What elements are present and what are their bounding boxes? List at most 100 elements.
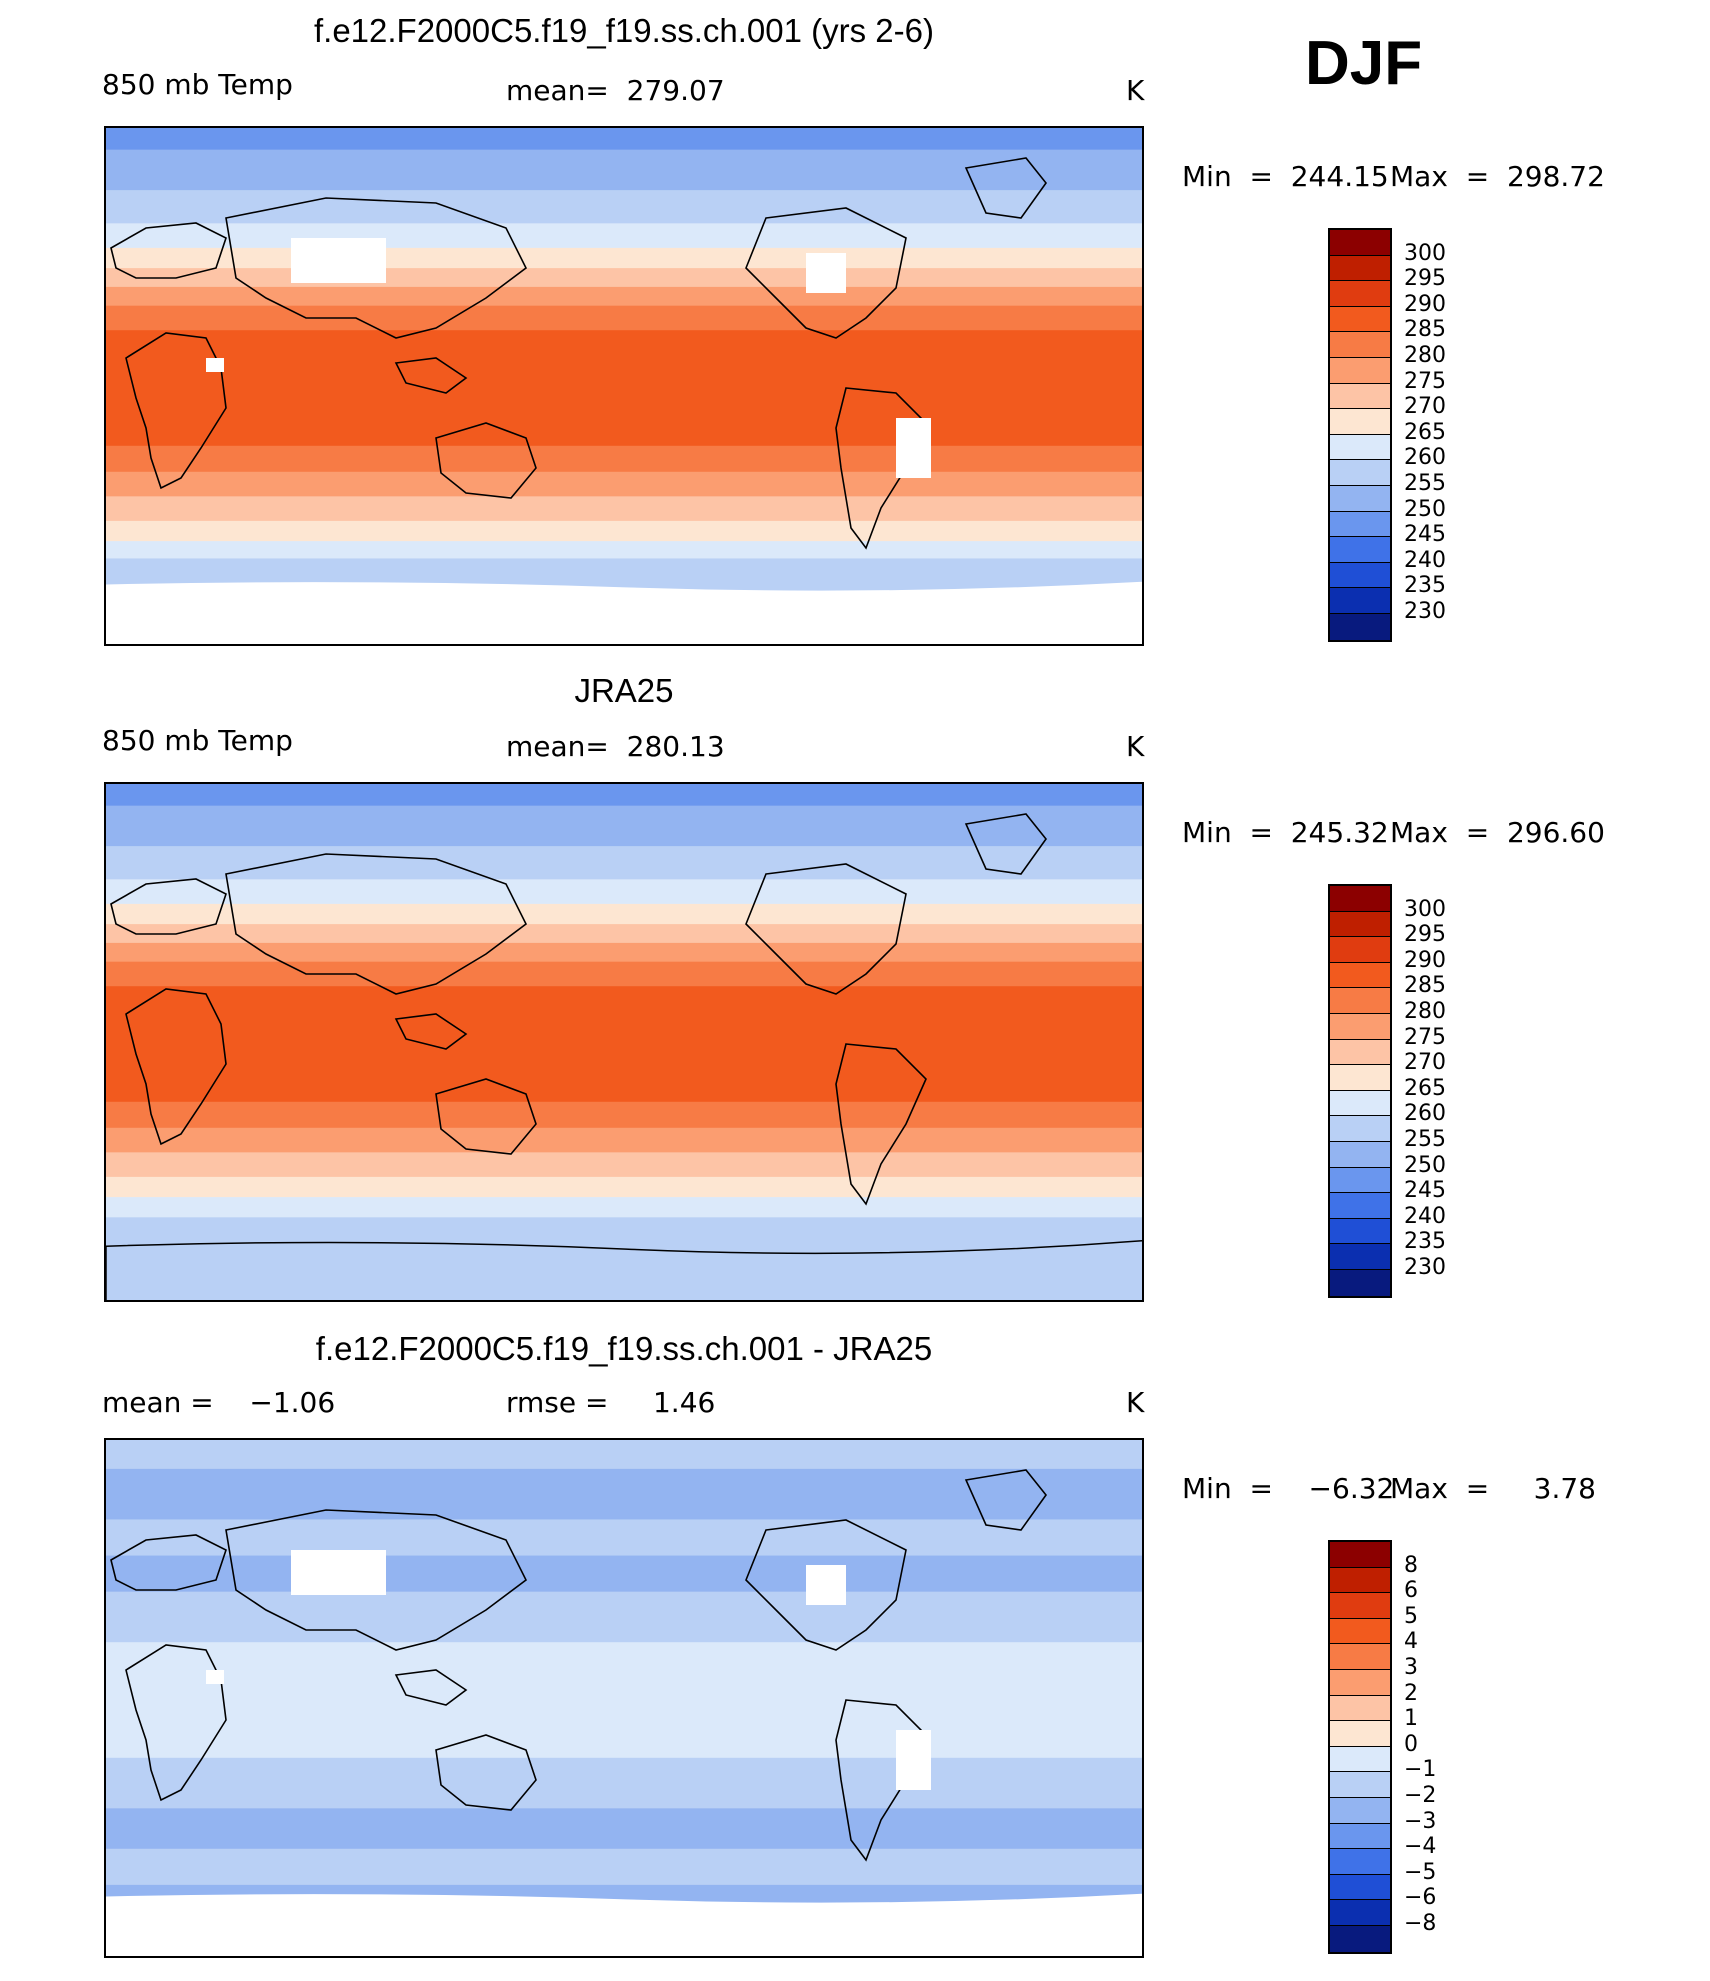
antarctica-missing-region (106, 581, 1142, 644)
colorbar-tick-label: 5 (1404, 1603, 1418, 1629)
colorbar-tick-label: 275 (1404, 368, 1446, 394)
colorbar-swatch (1330, 281, 1390, 307)
coastline-1 (110, 222, 227, 279)
field-band-lat-62 (106, 846, 1142, 880)
colorbar-swatch (1330, 1849, 1390, 1875)
colorbar-tick-label: 245 (1404, 522, 1446, 548)
field-band-lat-0 (106, 366, 1142, 411)
colorbar-swatch (1330, 1167, 1390, 1194)
colorbar-tick-label: 295 (1404, 266, 1446, 292)
colorbar-swatch (1330, 1823, 1390, 1850)
colorbar-swatch (1330, 230, 1390, 256)
coastline-0 (125, 988, 227, 1146)
colorbar-tick-label: 8 (1404, 1552, 1418, 1578)
coastline-4 (435, 422, 537, 499)
colorbar-tick-label: 285 (1404, 973, 1446, 999)
colorbar-swatch (1330, 1925, 1390, 1952)
panel1-colorbar (1328, 228, 1392, 642)
field-band-lat--58 (106, 1848, 1142, 1886)
colorbar-swatch (1330, 1141, 1390, 1168)
colorbar-tick-label: 230 (1404, 599, 1446, 624)
coastline-6 (835, 1043, 927, 1206)
field-band-lat--30 (106, 1757, 1142, 1809)
panel1-map (104, 126, 1144, 646)
colorbar-tick-label: 295 (1404, 922, 1446, 948)
panel3-units: K (1126, 1386, 1145, 1419)
field-band-lat-32 (106, 942, 1142, 963)
colorbar-swatch (1330, 306, 1390, 333)
field-band-lat-45 (106, 247, 1142, 269)
panel1-max-label: Max = 298.72 (1390, 160, 1605, 193)
colorbar-swatch (1330, 962, 1390, 989)
colorbar-tick-label: −4 (1404, 1834, 1437, 1860)
panel1-min-label: Min = 244.15 (1182, 160, 1389, 193)
coastline-6 (835, 1699, 927, 1862)
season-label: DJF (1305, 29, 1423, 98)
colorbar-tick-label: 1 (1404, 1706, 1418, 1732)
field-band-lat-38 (106, 268, 1142, 288)
field-band-lat--25 (106, 445, 1142, 473)
colorbar-tick-label: 260 (1404, 1101, 1446, 1127)
field-band-lat-90 (106, 128, 1142, 151)
colorbar-swatch (1330, 511, 1390, 538)
colorbar-tick-label: 6 (1404, 1578, 1418, 1604)
colorbar-tick-label: 3 (1404, 1655, 1418, 1680)
colorbar-swatch (1330, 886, 1390, 912)
colorbar-swatch (1330, 485, 1390, 512)
panel3-colorbar (1328, 1540, 1392, 1954)
coastline-4 (435, 1734, 537, 1811)
panel3-map-svg (106, 1440, 1142, 1956)
field-band-lat-45 (106, 1555, 1142, 1593)
antarctica-region (106, 1239, 1142, 1300)
colorbar-tick-label: −8 (1404, 1911, 1437, 1936)
colorbar-tick-label: 2 (1404, 1680, 1418, 1706)
colorbar-swatch (1330, 937, 1390, 963)
field-band-lat-10 (106, 1642, 1142, 1701)
colorbar-swatch (1330, 1644, 1390, 1670)
coastline-3 (394, 357, 468, 394)
colorbar-tick-label: −1 (1404, 1757, 1437, 1783)
coastline-6 (835, 387, 927, 550)
field-band-lat--42 (106, 496, 1142, 522)
field-band-lat--15 (106, 1065, 1142, 1103)
colorbar-swatch (1330, 1746, 1390, 1773)
colorbar-swatch (1330, 1695, 1390, 1722)
panel3-mean-label: mean = −1.06 (102, 1386, 336, 1419)
panel3-max-label: Max = 3.78 (1390, 1472, 1596, 1505)
field-band-lat-30 (106, 1591, 1142, 1643)
colorbar-tick-label: 255 (1404, 1127, 1446, 1152)
colorbar-tick-label: 250 (1404, 496, 1446, 522)
colorbar-tick-label: 280 (1404, 999, 1446, 1024)
coastline-3 (394, 1669, 468, 1706)
colorbar-tick-label: 265 (1404, 1075, 1446, 1101)
coastline-2 (225, 197, 528, 339)
colorbar-swatch (1330, 1874, 1390, 1901)
colorbar-tick-label: −3 (1404, 1808, 1437, 1834)
panel2-map-svg (106, 784, 1142, 1300)
coastline-5 (745, 1519, 907, 1651)
colorbar-tick-label: 0 (1404, 1731, 1418, 1757)
panel3-rmse-label: rmse = 1.46 (506, 1386, 716, 1419)
field-band-lat--25 (106, 1101, 1142, 1129)
field-band-lat--62 (106, 558, 1142, 580)
field-band-lat--33 (106, 471, 1142, 497)
panel1-title: f.e12.F2000C5.f19_f19.ss.ch.001 (yrs 2-6… (313, 12, 934, 49)
colorbar-swatch (1330, 1039, 1390, 1066)
coastline-3 (394, 1013, 468, 1050)
field-band-lat-15 (106, 986, 1142, 1023)
field-band-lat-55 (106, 1519, 1142, 1557)
field-band-lat-62 (106, 190, 1142, 224)
colorbar-tick-label: 285 (1404, 317, 1446, 343)
colorbar-tick-label: 4 (1404, 1629, 1418, 1655)
coastline-4 (435, 1078, 537, 1155)
field-band-lat--45 (106, 1808, 1142, 1850)
panel2-min-label: Min = 245.32 (1182, 816, 1389, 849)
field-band-lat--64 (106, 1217, 1142, 1246)
colorbar-tick-label: 230 (1404, 1255, 1446, 1280)
colorbar-tick-label: 255 (1404, 471, 1446, 496)
colorbar-swatch (1330, 255, 1390, 282)
colorbar-swatch (1330, 537, 1390, 563)
field-band-lat-25 (106, 305, 1142, 331)
field-band-lat-38 (106, 924, 1142, 944)
colorbar-swatch (1330, 332, 1390, 358)
